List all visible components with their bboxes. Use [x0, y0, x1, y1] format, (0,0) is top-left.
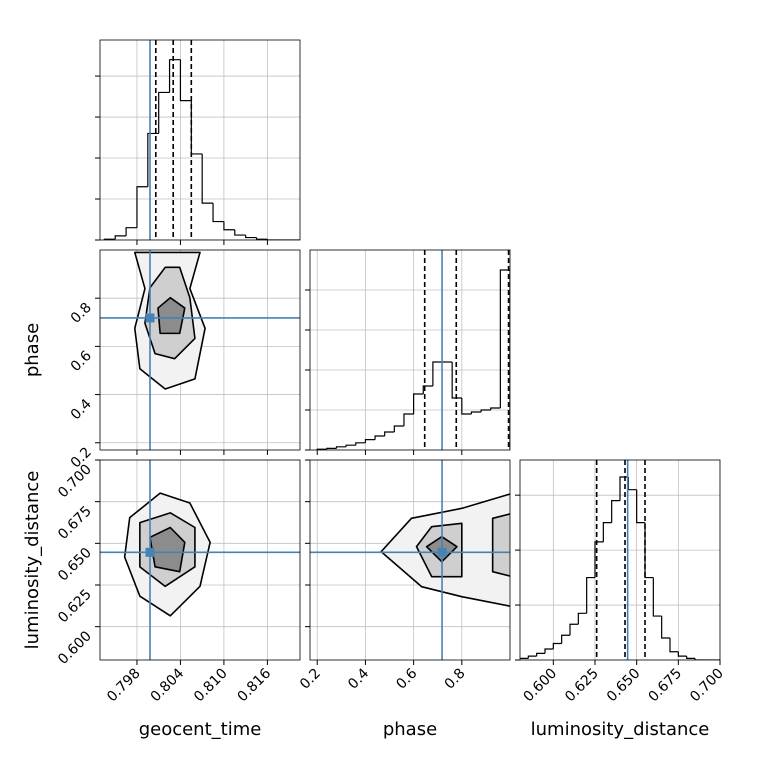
y-tick-label: 0.6 [68, 348, 95, 375]
truth-marker [437, 547, 447, 557]
x-tick-label: 0.810 [191, 666, 231, 706]
x-tick-label: 0.600 [520, 666, 560, 706]
histogram-bin [335, 446, 347, 449]
histogram-bin [403, 413, 414, 426]
panel-frame [99, 459, 301, 661]
histogram-bin [552, 642, 562, 650]
y-tick-label: 0.650 [55, 545, 95, 585]
histogram-bin [669, 638, 679, 653]
histogram-bin [223, 221, 235, 231]
histogram-panel [100, 40, 300, 240]
histogram-bin [255, 237, 268, 240]
panel-frame [519, 459, 721, 661]
histogram-bin [490, 407, 501, 410]
panel-frame [309, 249, 511, 451]
panel-frame [99, 249, 301, 451]
histogram-bin [480, 409, 491, 412]
density-panel [100, 460, 300, 660]
histogram-bin [569, 623, 579, 636]
histogram-bin [355, 442, 366, 446]
x-axis-label: geocent_time [139, 719, 262, 740]
y-tick-label: 0.600 [55, 628, 95, 668]
x-axis-label: luminosity_distance [531, 719, 710, 740]
histogram-bin [536, 652, 545, 657]
histogram-bin [179, 59, 192, 102]
histogram-bin [374, 435, 385, 440]
x-tick-label: 0.700 [687, 666, 727, 706]
panel-frame [309, 459, 511, 661]
histogram-bin [234, 229, 246, 236]
histogram-bin [636, 489, 645, 524]
panel-frame [99, 39, 301, 241]
density-panel [310, 460, 510, 660]
truth-marker [145, 313, 155, 323]
histogram-bin [345, 444, 356, 447]
histogram-bin [384, 431, 395, 436]
x-axis-label: phase [383, 719, 437, 740]
histogram-bin [586, 576, 595, 614]
histogram-bin [694, 658, 704, 660]
histogram-bin [686, 656, 695, 659]
histogram-bin [602, 522, 612, 542]
x-tick-label: 0.2 [297, 666, 324, 693]
y-axis-label: luminosity_distance [22, 471, 43, 650]
x-tick-label: 0.804 [148, 665, 188, 705]
histogram-bin [661, 616, 670, 639]
x-tick-label: 0.675 [645, 666, 685, 706]
contour [149, 526, 186, 573]
histogram-bin [168, 59, 181, 93]
x-tick-label: 0.8 [442, 666, 469, 693]
density-panel [100, 250, 300, 450]
histogram-panel [310, 250, 510, 450]
histogram-bin [432, 361, 443, 386]
histogram-bin [245, 235, 257, 239]
histogram-bin [266, 239, 279, 240]
contour [157, 296, 186, 335]
truth-marker [145, 547, 155, 557]
histogram-bin [413, 393, 424, 414]
x-tick-label: 0.650 [604, 666, 644, 706]
histogram-bin [677, 651, 687, 657]
x-tick-label: 0.625 [562, 666, 602, 706]
histogram-bin [136, 186, 148, 228]
contour [491, 513, 510, 577]
histogram-bin [422, 385, 433, 394]
histogram-bin [125, 227, 137, 236]
histogram-panel [520, 460, 720, 660]
y-tick-label: 0.625 [55, 587, 95, 627]
histogram-bin [190, 100, 203, 155]
histogram-bin [499, 269, 510, 450]
histogram-bin [470, 411, 482, 414]
histogram-bin [577, 612, 587, 625]
histogram-bin [114, 235, 127, 240]
x-tick-label: 0.4 [345, 665, 372, 692]
histogram-bin [212, 203, 224, 223]
histogram-bin [451, 362, 462, 399]
y-tick-label: 0.4 [68, 396, 95, 423]
histogram-bin [594, 541, 604, 578]
histogram-bin [158, 91, 170, 134]
histogram-bin [393, 425, 404, 432]
histogram-bin [520, 657, 529, 660]
histogram-bin [544, 648, 554, 654]
histogram-bin [364, 439, 376, 443]
x-tick-label: 0.798 [104, 666, 144, 706]
histogram-bin [611, 500, 620, 523]
histogram-bin [652, 577, 662, 617]
y-tick-label: 0.8 [68, 300, 95, 327]
histogram-bin [147, 132, 159, 187]
histogram-bin [627, 477, 637, 491]
histogram-bin [461, 398, 472, 415]
y-tick-label: 0.675 [55, 503, 95, 543]
y-axis-label: phase [22, 323, 43, 377]
histogram-bin [326, 447, 337, 450]
x-tick-label: 0.816 [235, 665, 275, 705]
histogram-bin [527, 655, 537, 659]
x-tick-label: 0.6 [393, 665, 420, 692]
histogram-bin [201, 153, 214, 204]
histogram-bin [561, 634, 570, 644]
